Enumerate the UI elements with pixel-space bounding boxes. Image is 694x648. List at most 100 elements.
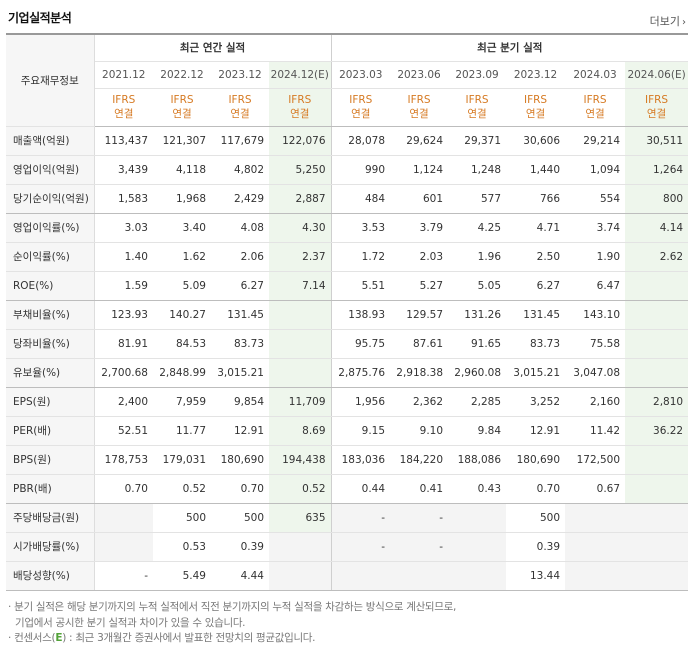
- value-cell: 3,015.21: [506, 358, 566, 388]
- value-cell: 800: [625, 184, 689, 214]
- value-cell: 9,854: [211, 387, 269, 417]
- value-cell: 1.40: [94, 242, 153, 272]
- more-link[interactable]: 더보기 ›: [650, 13, 686, 29]
- value-cell: [269, 532, 332, 562]
- value-cell: [330, 561, 391, 591]
- value-cell: 2.06: [211, 242, 269, 272]
- value-cell: 83.73: [211, 329, 269, 359]
- value-cell: 0.52: [153, 474, 211, 504]
- standard-consolidated: 연결: [230, 108, 250, 120]
- value-cell: 5.09: [153, 271, 211, 301]
- value-cell: 123.93: [94, 300, 153, 330]
- table-row: 부채비율(%) 123.93 140.27 131.45 138.93 129.57 131…: [6, 300, 689, 330]
- row-label: 순이익률(%): [6, 242, 95, 272]
- value-cell: 5.49: [153, 561, 211, 591]
- value-cell: 122,076: [269, 126, 332, 156]
- financial-table: 주요재무정보 최근 연간 실적 최근 분기 실적 2021.12 2022.12 2…: [6, 33, 689, 591]
- value-cell: 91.65: [448, 329, 507, 359]
- value-cell: 3,252: [506, 387, 566, 417]
- value-cell: -: [390, 503, 449, 533]
- standard-ifrs: IFRS: [288, 94, 312, 106]
- period-header: 2021.12: [94, 61, 153, 89]
- period-header: 2024.12(E): [269, 61, 332, 89]
- table-row: 당기순이익(억원) 1,583 1,968 2,429 2,887 484 601 577 76…: [6, 184, 689, 214]
- row-label: 주당배당금(원): [6, 503, 95, 533]
- table-row: EPS(원) 2,400 7,959 9,854 11,709 1,956 2,362 2,2…: [6, 387, 689, 417]
- value-cell: 13.44: [506, 561, 566, 591]
- value-cell: 84.53: [153, 329, 211, 359]
- value-cell: 194,438: [269, 445, 332, 475]
- value-cell: 1,264: [625, 155, 689, 185]
- standard-consolidated: 연결: [646, 108, 667, 120]
- period-header: 2023.12: [211, 61, 269, 89]
- value-cell: 180,690: [211, 445, 269, 475]
- value-cell: [625, 329, 689, 359]
- value-cell: 4.25: [448, 213, 507, 243]
- value-cell: [625, 271, 689, 301]
- standard-ifrs: IFRS: [465, 94, 489, 106]
- standard-consolidated: 연결: [172, 108, 192, 120]
- value-cell: 0.44: [330, 474, 391, 504]
- value-cell: 1,583: [94, 184, 153, 214]
- standard-ifrs: IFRS: [407, 94, 431, 106]
- value-cell: 4.44: [211, 561, 269, 591]
- value-cell: 635: [269, 503, 332, 533]
- row-label: EPS(원): [6, 387, 95, 417]
- value-cell: 1,248: [448, 155, 507, 185]
- value-cell: [625, 300, 689, 330]
- table-row: 주당배당금(원) 500 500 635- -500: [6, 503, 689, 533]
- standard-ifrs: IFRS: [228, 94, 252, 106]
- value-cell: [625, 358, 689, 388]
- value-cell: 2,362: [390, 387, 449, 417]
- standard-ifrs: IFRS: [349, 94, 373, 106]
- table-row: 시가배당률(%) 0.53 0.39- -0.39: [6, 532, 689, 562]
- value-cell: 52.51: [94, 416, 153, 446]
- corner-label: 주요재무정보: [6, 33, 95, 127]
- value-cell: 11.42: [565, 416, 626, 446]
- table-row: 매출액(억원) 113,437 121,307 117,679 122,076 28,07…: [6, 126, 689, 156]
- value-cell: 2,887: [269, 184, 332, 214]
- value-cell: 12.91: [211, 416, 269, 446]
- value-cell: 30,606: [506, 126, 566, 156]
- value-cell: 183,036: [330, 445, 391, 475]
- period-header: 2024.03: [565, 61, 626, 89]
- table-row: PBR(배) 0.70 0.52 0.70 0.52 0.44 0.41 0.43 0.70 0.…: [6, 474, 689, 504]
- standard-consolidated: 연결: [467, 108, 487, 120]
- value-cell: 554: [565, 184, 626, 214]
- value-cell: 1.90: [565, 242, 626, 272]
- value-cell: 29,371: [448, 126, 507, 156]
- accounting-standard: IFRS 연결: [448, 88, 507, 127]
- footnote-1-cont: 기업에서 공시한 분기 실적과 차이가 있을 수 있습니다.: [15, 616, 246, 629]
- section-title: 기업실적분석: [8, 11, 72, 25]
- value-cell: 81.91: [94, 329, 153, 359]
- value-cell: 0.39: [506, 532, 566, 562]
- accounting-standard: IFRS 연결: [94, 88, 153, 127]
- table-row: 영업이익(억원) 3,439 4,118 4,802 5,250 990 1,124 1,24…: [6, 155, 689, 185]
- period-header: 2023.06: [390, 61, 449, 89]
- value-cell: 75.58: [565, 329, 626, 359]
- table-row: PER(배) 52.51 11.77 12.91 8.69 9.15 9.10 9.84 12.…: [6, 416, 689, 446]
- value-cell: 2,810: [625, 387, 689, 417]
- value-cell: 3,015.21: [211, 358, 269, 388]
- value-cell: 117,679: [211, 126, 269, 156]
- period-header: 2023.09: [448, 61, 507, 89]
- period-header: 2023.12: [506, 61, 566, 89]
- value-cell: 3.53: [330, 213, 391, 243]
- value-cell: 4.71: [506, 213, 566, 243]
- row-label: 당좌비율(%): [6, 329, 95, 359]
- value-cell: -: [94, 561, 153, 591]
- accounting-standard: IFRS 연결: [211, 88, 269, 127]
- standard-ifrs: IFRS: [170, 94, 194, 106]
- value-cell: 2.03: [390, 242, 449, 272]
- row-label: PER(배): [6, 416, 95, 446]
- value-cell: 3.74: [565, 213, 626, 243]
- value-cell: -: [330, 532, 391, 562]
- value-cell: 500: [211, 503, 269, 533]
- value-cell: 143.10: [565, 300, 626, 330]
- value-cell: 0.52: [269, 474, 332, 504]
- value-cell: 990: [330, 155, 391, 185]
- value-cell: 500: [506, 503, 566, 533]
- value-cell: 601: [390, 184, 449, 214]
- value-cell: 121,307: [153, 126, 211, 156]
- value-cell: 4.14: [625, 213, 689, 243]
